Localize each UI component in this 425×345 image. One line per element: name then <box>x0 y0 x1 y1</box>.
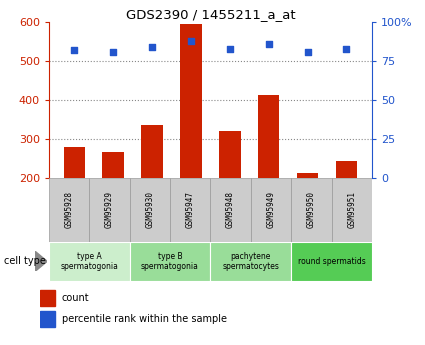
Text: GSM95950: GSM95950 <box>307 191 316 228</box>
Bar <box>89 178 130 242</box>
Point <box>149 45 156 50</box>
Bar <box>142 125 163 178</box>
Text: pachytene
spermatocytes: pachytene spermatocytes <box>222 252 279 271</box>
Point <box>187 38 194 44</box>
Bar <box>49 178 89 242</box>
Bar <box>291 178 332 242</box>
Text: GSM95930: GSM95930 <box>145 191 154 228</box>
Bar <box>219 131 241 178</box>
Bar <box>291 241 372 281</box>
Text: type A
spermatogonia: type A spermatogonia <box>60 252 118 271</box>
Bar <box>130 241 210 281</box>
Title: GDS2390 / 1455211_a_at: GDS2390 / 1455211_a_at <box>125 8 295 21</box>
Point <box>265 41 272 47</box>
Text: GSM95951: GSM95951 <box>347 191 356 228</box>
Text: count: count <box>62 293 90 303</box>
Bar <box>210 241 291 281</box>
Text: percentile rank within the sample: percentile rank within the sample <box>62 314 227 324</box>
Bar <box>170 178 210 242</box>
Point <box>71 48 78 53</box>
Bar <box>332 178 372 242</box>
Point <box>227 46 233 51</box>
Text: GSM95948: GSM95948 <box>226 191 235 228</box>
Bar <box>180 24 201 178</box>
Bar <box>130 178 170 242</box>
Bar <box>336 161 357 178</box>
Text: type B
spermatogonia: type B spermatogonia <box>141 252 199 271</box>
Bar <box>49 241 130 281</box>
Point <box>110 49 116 55</box>
Bar <box>40 290 55 306</box>
Bar <box>40 311 55 327</box>
Text: GSM95928: GSM95928 <box>65 191 74 228</box>
Bar <box>210 178 251 242</box>
Text: GSM95947: GSM95947 <box>186 191 195 228</box>
Text: round spermatids: round spermatids <box>298 257 366 266</box>
Bar <box>258 95 279 178</box>
Point <box>304 49 311 55</box>
Bar <box>64 147 85 178</box>
Polygon shape <box>35 252 47 271</box>
Bar <box>297 172 318 178</box>
Bar <box>102 152 124 178</box>
Text: GSM95949: GSM95949 <box>266 191 275 228</box>
Text: cell type: cell type <box>4 256 46 266</box>
Point <box>343 46 350 51</box>
Text: GSM95929: GSM95929 <box>105 191 114 228</box>
Bar <box>251 178 291 242</box>
